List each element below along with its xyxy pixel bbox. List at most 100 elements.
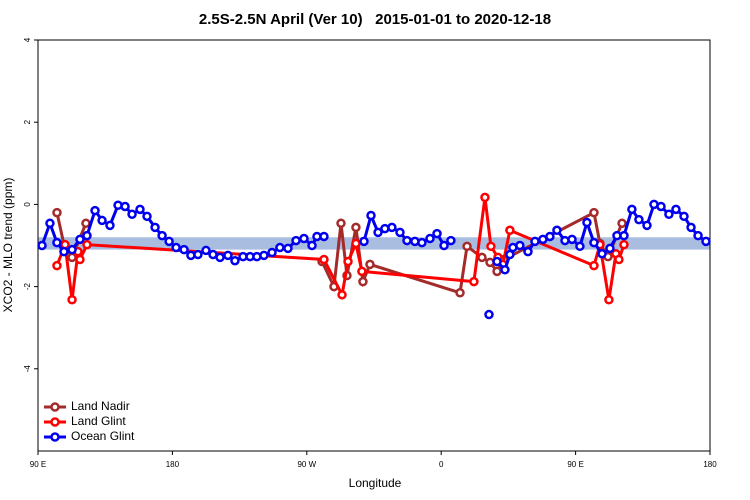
- data-point: [634, 214, 644, 225]
- data-point: [267, 247, 277, 258]
- data-point: [656, 201, 666, 212]
- data-point: [523, 246, 533, 257]
- data-point: [67, 244, 77, 255]
- data-point: [505, 225, 515, 236]
- data-point: [477, 252, 487, 263]
- data-point: [425, 233, 435, 244]
- data-point: [446, 235, 456, 246]
- x-tick-label: 180: [703, 460, 717, 469]
- data-point: [307, 240, 317, 251]
- legend-marker: [50, 402, 60, 412]
- data-point: [90, 205, 100, 216]
- data-point: [275, 242, 285, 253]
- data-point: [432, 228, 442, 239]
- data-point: [589, 207, 599, 218]
- data-point: [67, 252, 77, 263]
- data-point: [37, 240, 47, 251]
- x-tick-label: 90 E: [567, 460, 583, 469]
- data-point: [486, 241, 496, 252]
- data-point: [127, 209, 137, 220]
- data-point: [589, 260, 599, 271]
- data-point: [75, 234, 85, 245]
- y-axis-label: XCO2 - MLO trend (ppm): [1, 178, 15, 313]
- legend-marker: [50, 417, 60, 427]
- data-point: [567, 234, 577, 245]
- data-point: [351, 222, 361, 233]
- data-point: [230, 255, 240, 266]
- data-point: [515, 240, 525, 251]
- data-point: [617, 218, 627, 229]
- data-point: [82, 230, 92, 241]
- data-point: [201, 245, 211, 256]
- data-point: [299, 233, 309, 244]
- data-point: [358, 276, 368, 287]
- data-point: [530, 236, 540, 247]
- data-point: [59, 246, 69, 257]
- data-point: [142, 211, 152, 222]
- data-point: [686, 222, 696, 233]
- legend-label: Land Glint: [71, 414, 126, 428]
- data-point: [366, 210, 376, 221]
- data-point: [671, 204, 681, 215]
- data-point: [605, 243, 615, 254]
- data-point: [291, 235, 301, 246]
- data-point: [589, 237, 599, 248]
- x-tick-label: 0: [439, 460, 444, 469]
- data-point: [500, 264, 510, 275]
- data-point: [614, 254, 624, 265]
- data-point: [545, 231, 555, 242]
- data-point: [439, 240, 449, 251]
- data-point: [395, 227, 405, 238]
- data-point: [619, 230, 629, 241]
- x-tick-label: 180: [166, 460, 180, 469]
- data-point: [45, 218, 55, 229]
- data-point: [351, 238, 361, 249]
- data-point: [552, 225, 562, 236]
- data-point: [157, 230, 167, 241]
- data-point: [75, 254, 85, 265]
- legend-label: Ocean Glint: [71, 429, 135, 443]
- data-point: [455, 288, 465, 298]
- data-point: [259, 250, 269, 261]
- data-point: [135, 204, 145, 215]
- data-point: [701, 236, 711, 247]
- data-point: [693, 230, 703, 241]
- data-point: [387, 222, 397, 233]
- data-point: [402, 235, 412, 246]
- chart-title: 2.5S-2.5N April (Ver 10) 2015-01-01 to 2…: [199, 11, 551, 28]
- data-point: [193, 249, 203, 260]
- data-point: [319, 231, 329, 242]
- data-point: [417, 237, 427, 248]
- data-point: [462, 241, 472, 252]
- data-point: [492, 256, 502, 267]
- data-point: [337, 290, 347, 300]
- data-point: [664, 209, 674, 220]
- x-tick-label: 90 E: [30, 460, 46, 469]
- data-point: [357, 266, 367, 277]
- data-point: [343, 256, 353, 267]
- y-tick-label: -2: [23, 282, 32, 290]
- x-tick-label: 90 W: [297, 460, 316, 469]
- data-point: [283, 243, 293, 254]
- data-point: [215, 252, 225, 263]
- data-point: [604, 295, 614, 305]
- data-point: [359, 236, 369, 247]
- data-point: [52, 260, 62, 271]
- data-point: [52, 237, 62, 248]
- y-tick-label: 0: [23, 202, 32, 207]
- data-point: [67, 295, 77, 305]
- data-point: [52, 207, 62, 218]
- data-point: [679, 211, 689, 222]
- data-point: [484, 309, 494, 320]
- data-point: [469, 276, 479, 287]
- data-point: [480, 192, 490, 203]
- data-point: [81, 218, 91, 229]
- data-point: [619, 239, 629, 250]
- data-point: [82, 239, 92, 250]
- y-tick-label: -4: [23, 365, 32, 373]
- data-point: [120, 201, 130, 212]
- data-point: [319, 254, 329, 265]
- data-point: [582, 217, 592, 228]
- data-point: [575, 241, 585, 252]
